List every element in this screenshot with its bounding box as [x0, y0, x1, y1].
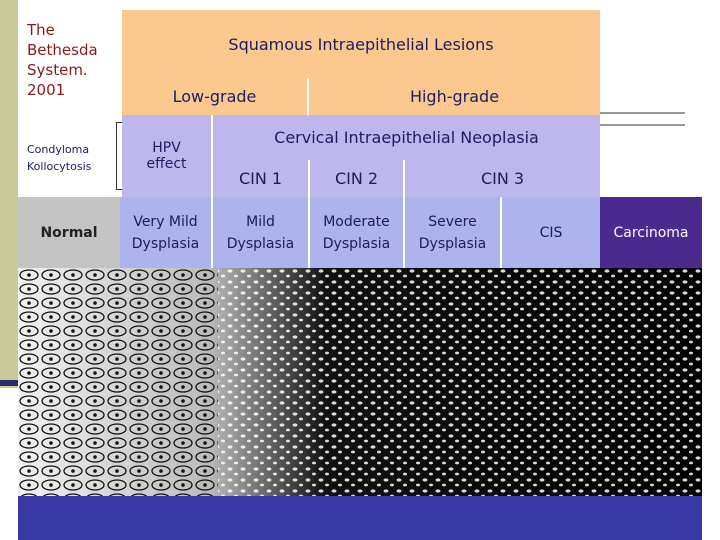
bracket	[116, 122, 123, 190]
stage-line: Dysplasia	[226, 235, 295, 252]
stage: Moderate Dysplasia	[310, 197, 405, 268]
grade: High-grade	[309, 78, 600, 115]
cin-level: CIN 1	[213, 160, 310, 197]
tissue-image	[18, 268, 702, 496]
note-line: Kollocytosis	[27, 160, 92, 173]
cin-title: Cervical Intraepithelial Neoplasia	[213, 115, 600, 160]
note: Condyloma Kollocytosis	[27, 141, 91, 175]
stage-line: Severe	[428, 213, 477, 230]
stage: Severe Dysplasia	[405, 197, 502, 268]
stage-line: Dysplasia	[418, 235, 487, 252]
stage: CIS	[502, 197, 600, 268]
left-strip	[0, 0, 18, 388]
bottom-bar	[18, 496, 702, 540]
stage-line: Dysplasia	[322, 235, 391, 252]
stage-line: Moderate	[323, 213, 390, 230]
lesions-title: Squamous Intraepithelial Lesions	[122, 10, 600, 78]
title-line: Bethesda	[27, 41, 98, 59]
stage: Normal	[18, 197, 120, 268]
stage-line: CIS	[539, 224, 563, 241]
title-line: The	[27, 21, 55, 39]
right-lines	[600, 112, 685, 126]
stage-line: Dysplasia	[131, 235, 200, 252]
title-line: 2001	[27, 81, 66, 99]
stage-line: Carcinoma	[613, 224, 689, 241]
grade: Low-grade	[122, 78, 309, 115]
hpv-effect: HPV effect	[122, 115, 213, 197]
hpv-line: HPV	[152, 140, 181, 156]
tissue-dots	[218, 268, 702, 496]
stage: Mild Dysplasia	[213, 197, 310, 268]
system-title: The Bethesda System. 2001	[27, 20, 98, 100]
cin-level: CIN 3	[405, 160, 600, 197]
note-line: Condyloma	[27, 143, 90, 156]
stage-line: Very Mild	[133, 213, 198, 230]
left-bar	[0, 380, 20, 386]
stage: Very Mild Dysplasia	[120, 197, 213, 268]
stage-line: Mild	[246, 213, 275, 230]
title-line: System.	[27, 61, 88, 79]
hpv-line: effect	[146, 156, 187, 172]
stage-line: Normal	[40, 224, 98, 241]
stage: Carcinoma	[600, 197, 702, 268]
cin-level: CIN 2	[310, 160, 405, 197]
tissue-cells	[18, 268, 218, 496]
